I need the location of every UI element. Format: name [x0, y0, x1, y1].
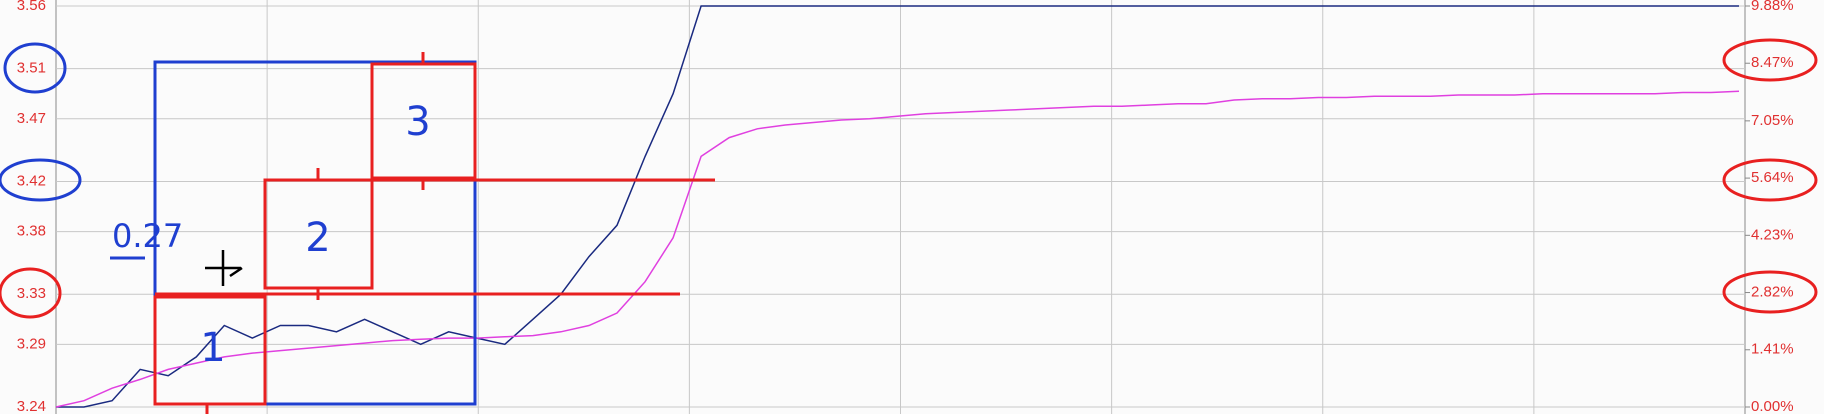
blue-box [153, 60, 477, 406]
cursor [205, 250, 243, 286]
red-box-1 [153, 295, 267, 406]
annotation-label: 0.27 [112, 217, 183, 255]
y2-tick-label: 9.88% [1751, 0, 1794, 14]
annotation-label: 3 [405, 99, 430, 145]
y-tick-label: 3.29 [17, 335, 46, 352]
annotations [0, 38, 1818, 414]
grid [55, 0, 1750, 414]
y-tick-label: 3.24 [17, 398, 46, 414]
series-line [55, 90, 1740, 408]
y2-tick-label: 0.00% [1751, 398, 1794, 414]
annotation-label: 2 [305, 215, 330, 261]
blue-circle [0, 158, 82, 202]
series-line [56, 5, 1739, 408]
y2-tick-label: 4.23% [1751, 226, 1794, 243]
red-circle [1722, 38, 1818, 82]
y2-tick-label: 2.82% [1751, 284, 1794, 301]
y-tick-label: 3.38 [17, 223, 46, 240]
y-tick-label: 3.33 [17, 285, 46, 302]
y2-tick-label: 7.05% [1751, 112, 1794, 129]
y-tick-label: 3.42 [17, 172, 46, 189]
y-tick-label: 3.51 [17, 60, 46, 77]
annotation-label: 1 [200, 325, 225, 371]
series-lines [55, 5, 1740, 408]
red-circle [0, 267, 62, 319]
y-tick-label: 3.56 [17, 0, 46, 14]
y2-tick-label: 1.41% [1751, 341, 1794, 358]
y-tick-label: 3.47 [17, 110, 46, 127]
y2-tick-label: 5.64% [1751, 169, 1794, 186]
y2-tick-label: 8.47% [1751, 54, 1794, 71]
red-circle [1722, 158, 1818, 202]
blue-circle [3, 42, 67, 94]
red-circle [1722, 270, 1818, 314]
